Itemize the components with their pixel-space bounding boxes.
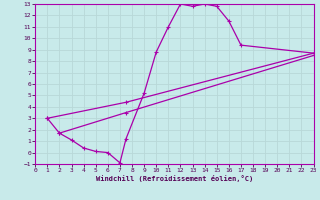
X-axis label: Windchill (Refroidissement éolien,°C): Windchill (Refroidissement éolien,°C) bbox=[96, 175, 253, 182]
